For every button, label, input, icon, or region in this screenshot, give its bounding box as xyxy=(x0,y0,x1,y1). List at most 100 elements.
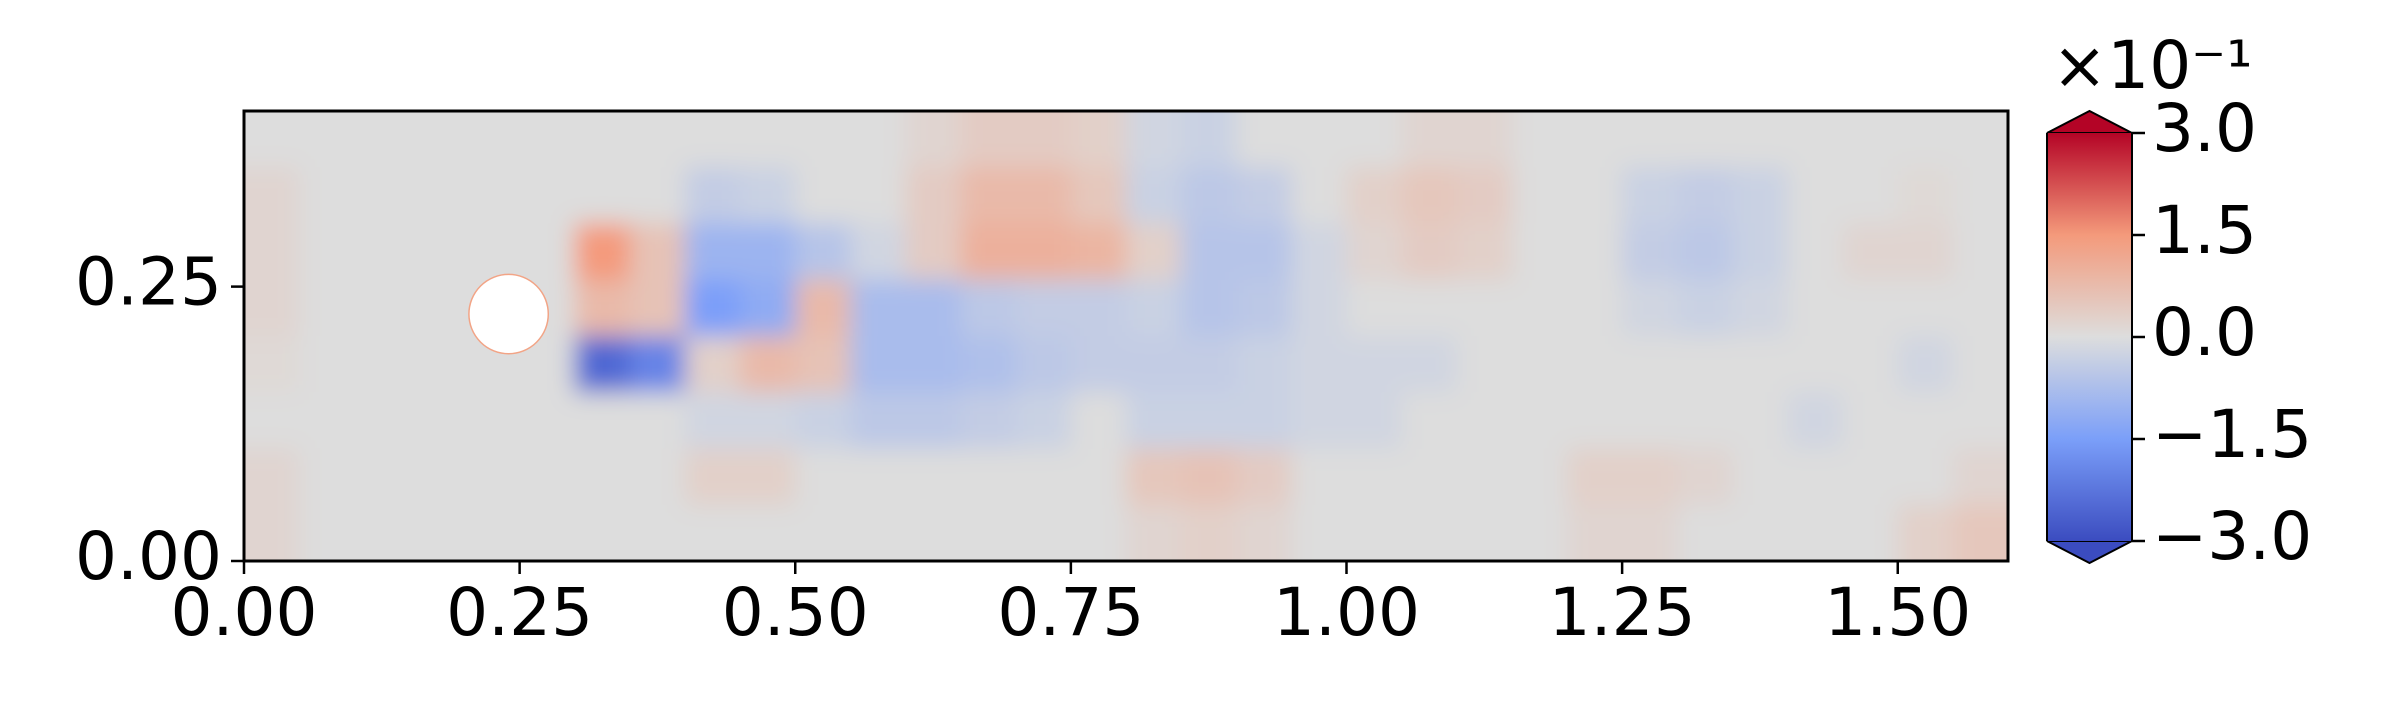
field-cell xyxy=(850,448,906,506)
field-cell xyxy=(1787,111,1844,168)
field-cell xyxy=(629,448,686,506)
field-cell xyxy=(1622,336,1678,393)
field-cell xyxy=(1070,167,1127,224)
field-cell xyxy=(905,392,962,449)
field-cell xyxy=(1126,167,1182,224)
field-cell xyxy=(1401,167,1458,224)
field-cell xyxy=(1181,504,1237,561)
field-cell xyxy=(1677,167,1733,224)
field-cell xyxy=(960,223,1017,281)
field-cell xyxy=(685,223,741,281)
plot-frame xyxy=(242,109,2010,563)
field-cell xyxy=(795,392,851,449)
field-cell xyxy=(354,279,410,337)
field-cell xyxy=(740,448,796,506)
field-cell xyxy=(740,504,796,561)
field-cell xyxy=(1346,167,1403,224)
field-cell xyxy=(1401,504,1458,561)
field-cell xyxy=(244,111,300,168)
field-cell xyxy=(1015,223,1072,281)
field-cell xyxy=(905,504,962,561)
field-cell xyxy=(1732,279,1788,337)
field-cell xyxy=(1126,504,1182,561)
field-cell xyxy=(1732,336,1788,393)
field-cell xyxy=(1456,279,1513,337)
field-cell xyxy=(795,448,851,506)
field-cell xyxy=(1456,448,1513,506)
field-cell xyxy=(1346,336,1403,393)
field-cell xyxy=(244,392,300,449)
field-cell xyxy=(960,336,1017,393)
field-cell xyxy=(1070,111,1127,168)
field-cell xyxy=(1015,448,1072,506)
colorbar-extend-bottom xyxy=(2046,540,2133,565)
field-cell xyxy=(1732,223,1788,281)
field-cell xyxy=(1952,279,2008,337)
field-cell xyxy=(519,448,576,506)
field-cell xyxy=(1291,111,1347,168)
field-cell xyxy=(1842,336,1899,393)
field-cell xyxy=(1567,448,1623,506)
field-cell xyxy=(1236,392,1292,449)
field-cell xyxy=(464,392,521,449)
field-cell xyxy=(1787,167,1844,224)
field-cell xyxy=(1126,448,1182,506)
field-cell xyxy=(685,279,741,337)
field-cell xyxy=(1181,448,1237,506)
field-cell xyxy=(1291,279,1347,337)
field-cell xyxy=(1952,392,2008,449)
field-cell xyxy=(1015,336,1072,393)
plot-area xyxy=(244,111,2008,561)
field-cell xyxy=(905,279,962,337)
field-cell xyxy=(960,167,1017,224)
field-cell xyxy=(850,392,906,449)
field-cell xyxy=(629,111,686,168)
y-tick-label: 0.25 xyxy=(75,244,222,321)
field-cell xyxy=(1511,392,1568,449)
field-cell xyxy=(409,448,465,506)
field-cell xyxy=(354,504,410,561)
field-cell xyxy=(464,504,521,561)
field-cell xyxy=(1622,279,1678,337)
field-cell xyxy=(850,111,906,168)
field-cell xyxy=(409,111,465,168)
field-cell xyxy=(850,336,906,393)
field-cell xyxy=(354,111,410,168)
field-cell xyxy=(409,336,465,393)
field-cell xyxy=(1677,279,1733,337)
field-cell xyxy=(409,392,465,449)
field-cell xyxy=(795,279,851,337)
field-cell xyxy=(1126,392,1182,449)
field-cell xyxy=(1677,111,1733,168)
field-cell xyxy=(244,504,300,561)
field-cell xyxy=(1236,336,1292,393)
field-cell xyxy=(1015,392,1072,449)
field-cell xyxy=(1677,392,1733,449)
y-tick-label: 0.00 xyxy=(75,518,222,595)
field-cell xyxy=(685,336,741,393)
field-cell xyxy=(1677,504,1733,561)
field-cell xyxy=(1897,336,1954,393)
field-cell xyxy=(1181,167,1237,224)
field-cell xyxy=(740,336,796,393)
field-cell xyxy=(1346,392,1403,449)
field-cell xyxy=(850,279,906,337)
field-cell xyxy=(1897,392,1954,449)
field-cell xyxy=(1126,336,1182,393)
field-cell xyxy=(574,504,631,561)
colorbar-tick-label: 0.0 xyxy=(2152,294,2257,371)
field-cell xyxy=(1511,167,1568,224)
field-cell xyxy=(850,504,906,561)
field-cell xyxy=(1567,504,1623,561)
field-cell xyxy=(1787,336,1844,393)
colorbar-offset: ×10⁻¹ xyxy=(2052,27,2253,104)
field-cell xyxy=(1622,504,1678,561)
field-cell xyxy=(299,167,355,224)
field-cell xyxy=(740,111,796,168)
field-cell xyxy=(1291,336,1347,393)
field-cell xyxy=(629,223,686,281)
field-cell xyxy=(795,167,851,224)
field-cell xyxy=(685,167,741,224)
field-cell xyxy=(464,111,521,168)
field-cell xyxy=(1567,392,1623,449)
